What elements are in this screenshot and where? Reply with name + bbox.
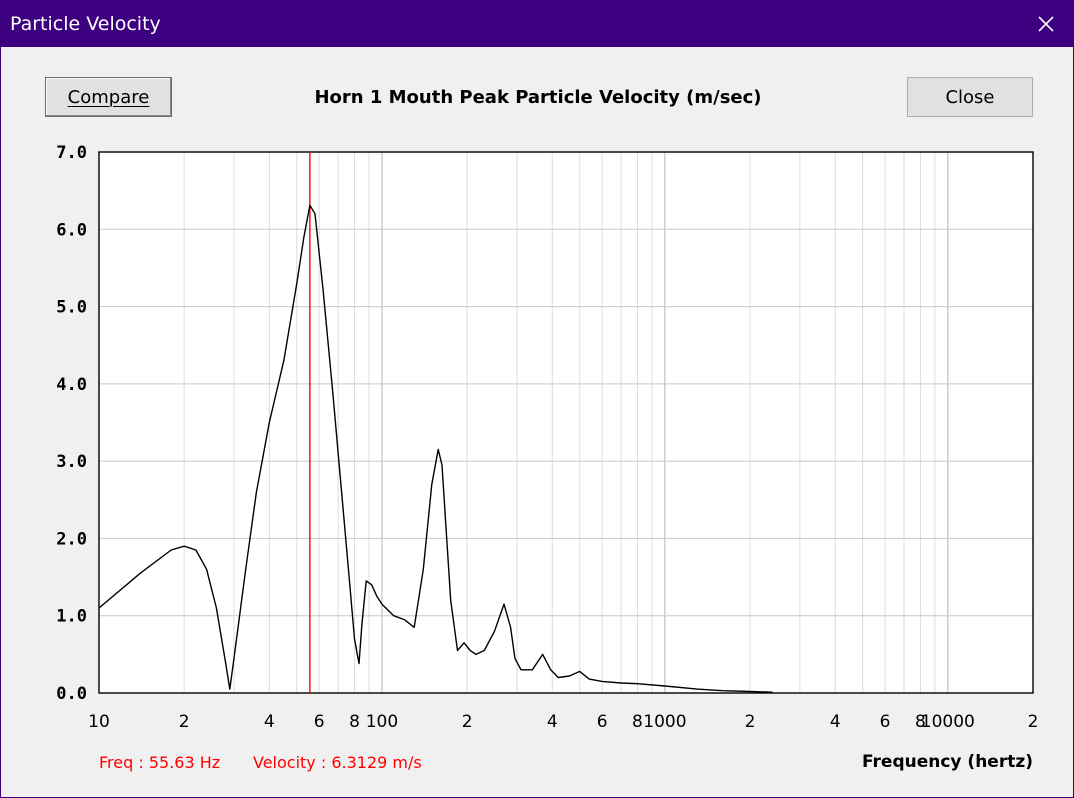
close-button[interactable]: Close (907, 77, 1033, 117)
x-tick-label: 100 (366, 712, 398, 732)
y-tick-label: 3.0 (56, 452, 87, 472)
velocity-readout: Velocity : 6.3129 m/s (253, 753, 422, 772)
x-tick-label: 8 (915, 712, 926, 732)
x-tick-label: 6 (597, 712, 608, 732)
close-icon[interactable] (1031, 9, 1061, 39)
compare-button[interactable]: Compare (45, 77, 172, 117)
y-tick-label: 2.0 (56, 529, 87, 549)
window-title: Particle Velocity (10, 13, 161, 35)
compare-button-label: Compare (67, 86, 150, 108)
x-tick-label: 10000 (921, 712, 975, 732)
x-tick-label: 4 (830, 712, 841, 732)
title-bar[interactable]: Particle Velocity (1, 1, 1073, 47)
y-tick-label: 1.0 (56, 607, 87, 627)
particle-velocity-chart: 0.01.02.03.04.05.06.07.010 2 4 6 8 100 2 4 6 8 100… (56, 143, 1039, 732)
x-tick-label: 2 (1028, 712, 1039, 732)
y-tick-label: 5.0 (56, 298, 87, 318)
plot-area (99, 152, 1033, 693)
plot-border (98, 151, 1034, 694)
velocity-series-line (98, 204, 773, 693)
x-tick-label: 6 (880, 712, 891, 732)
x-tick-label: 8 (349, 712, 360, 732)
chart-title: Horn 1 Mouth Peak Particle Velocity (m/s… (314, 87, 762, 108)
x-tick-label: 2 (462, 712, 473, 732)
x-tick-label: 4 (547, 712, 558, 732)
x-axis-label: Frequency (hertz) (862, 752, 1033, 772)
x-tick-label: 2 (745, 712, 756, 732)
y-tick-label: 7.0 (56, 143, 87, 163)
x-tick-label: 4 (264, 712, 275, 732)
x-tick-label: 6 (314, 712, 325, 732)
x-tick-label: 8 (632, 712, 643, 732)
y-tick-label: 6.0 (56, 220, 87, 240)
x-tick-label: 1000 (643, 712, 686, 732)
y-tick-label: 4.0 (56, 375, 87, 395)
close-button-label: Close (945, 86, 995, 108)
y-tick-label: 0.0 (56, 684, 87, 704)
x-tick-label: 2 (179, 712, 190, 732)
x-tick-label: 10 (88, 712, 110, 732)
frequency-readout: Freq : 55.63 Hz (99, 753, 221, 772)
